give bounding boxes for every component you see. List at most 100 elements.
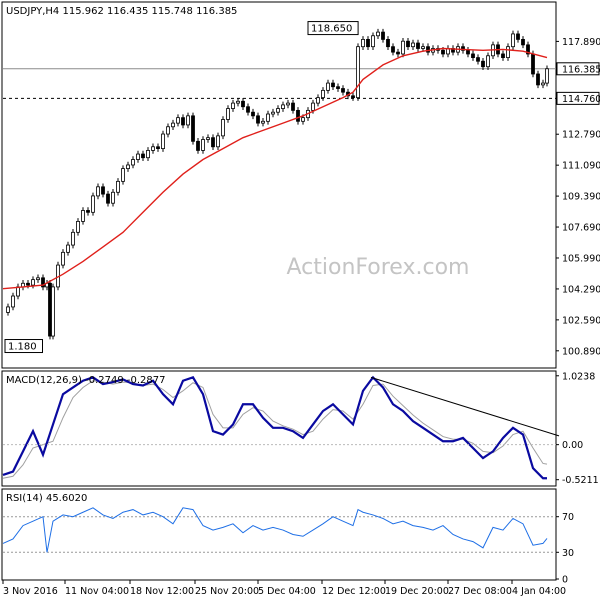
macd-lines (2, 375, 560, 480)
price-tick-label: 102.590 (562, 315, 600, 326)
time-tick-label: 5 Dec 04:00 (258, 586, 316, 597)
time-axis-ticks: 3 Nov 2016 11 Nov 04:00 18 Nov 12:00 25 Nov… (2, 580, 566, 597)
macd-tick-label: 0.00 (562, 440, 583, 451)
macd-trendline (370, 376, 560, 437)
price-tick-label: 100.890 (562, 346, 600, 357)
candle-body (416, 42, 420, 49)
rsi-panel-header: RSI(14) 45.6020 (6, 493, 87, 504)
candle-body (301, 117, 305, 122)
candle-body (106, 193, 110, 204)
price-annotation-label: 1.180 (8, 342, 37, 353)
macd-tick-label: 1.0238 (562, 371, 595, 382)
candle-body (261, 120, 265, 124)
candle-body (321, 89, 325, 99)
price-gridlines (3, 68, 556, 99)
candle-body (161, 133, 165, 149)
candle-body (386, 39, 390, 48)
price-annotation-box (4, 339, 43, 354)
candle-body (6, 306, 10, 313)
candle-body (545, 68, 549, 84)
rsi-lines (2, 507, 556, 553)
candle-body (351, 95, 355, 99)
time-tick-label: 4 Jan 04:00 (512, 586, 566, 597)
price-annotations: 118.650 1.180 (4, 21, 359, 354)
candle-body (411, 42, 415, 48)
candle-body (521, 39, 525, 46)
candle-body (286, 102, 290, 106)
candle-body (221, 119, 225, 137)
candle-body (466, 49, 470, 55)
time-tick-label: 19 Dec 20:00 (385, 586, 449, 597)
candle-body (476, 57, 480, 62)
macd-axis-ticks: 1.0238 0.00 -0.5211 (556, 371, 599, 486)
rsi-line (2, 507, 548, 553)
candle-body (96, 186, 100, 197)
candle-body (216, 135, 220, 148)
macd-panel-header: MACD(12,26,9) -0.2749 -0.2877 (6, 375, 166, 386)
candle-body (526, 44, 530, 55)
candle-body (506, 46, 510, 59)
price-axis-ticks: 117.890 112.790 111.090 109.390 107.690 105.9… (556, 37, 600, 357)
candle-body (76, 220, 80, 233)
candle-body (211, 137, 215, 148)
price-tick-label: 107.690 (562, 223, 600, 234)
candle-body (201, 139, 205, 151)
macd-main-line (2, 375, 547, 480)
time-tick-label: 12 Dec 12:00 (322, 586, 386, 597)
candle-body (326, 82, 330, 91)
price-tick-label: 109.390 (562, 192, 600, 203)
candle-body (226, 108, 230, 120)
candle-body (276, 108, 280, 113)
rsi-tick-label: 0 (562, 575, 568, 586)
candle-body (266, 113, 270, 122)
candle-body (181, 117, 185, 126)
candle-body (36, 277, 40, 281)
candle-body (131, 159, 135, 166)
macd-signal-line (2, 380, 548, 479)
candle-body (481, 60, 485, 68)
macd-tick-label: -0.5211 (562, 475, 599, 486)
candle-body (356, 46, 360, 99)
candle-body (401, 40, 405, 55)
candle-body (41, 277, 45, 288)
candle-body (341, 88, 345, 93)
candle-body (61, 251, 65, 266)
candle-body (406, 40, 410, 48)
candle-body (241, 100, 245, 108)
price-tick-label: 105.990 (562, 253, 600, 264)
price-annotation-box (307, 21, 359, 36)
price-tick-label: 111.090 (562, 161, 600, 172)
candle-body (251, 111, 255, 117)
candle-body (206, 137, 210, 140)
watermark: ActionForex.com (287, 255, 470, 280)
candle-body (136, 153, 140, 160)
candle-body (281, 104, 285, 109)
candle-body (296, 109, 300, 122)
candle-body (166, 126, 170, 135)
candle-body (111, 191, 115, 204)
candle-body (516, 33, 520, 40)
candle-body (256, 115, 260, 124)
price-panel-frame (1, 1, 557, 369)
moving-average-layer (2, 47, 548, 290)
candle-body (426, 46, 430, 53)
candle-body (51, 286, 55, 337)
candle-body (531, 53, 535, 75)
candle-body (86, 210, 90, 213)
candle-body (331, 82, 335, 88)
candle-body (511, 33, 515, 48)
candle-body (66, 244, 70, 253)
candle-body (116, 180, 120, 193)
candle-body (121, 168, 125, 182)
support-price-box (556, 91, 600, 105)
candle-body (486, 55, 490, 68)
price-tick-label: 112.790 (562, 130, 600, 141)
time-tick-label: 27 Dec 08:00 (448, 586, 512, 597)
candle-body (396, 51, 400, 55)
candle-body (156, 146, 160, 149)
candle-body (536, 73, 540, 86)
time-tick-label: 25 Nov 20:00 (195, 586, 259, 597)
current-price-box (556, 62, 600, 76)
candle-body (191, 115, 195, 142)
